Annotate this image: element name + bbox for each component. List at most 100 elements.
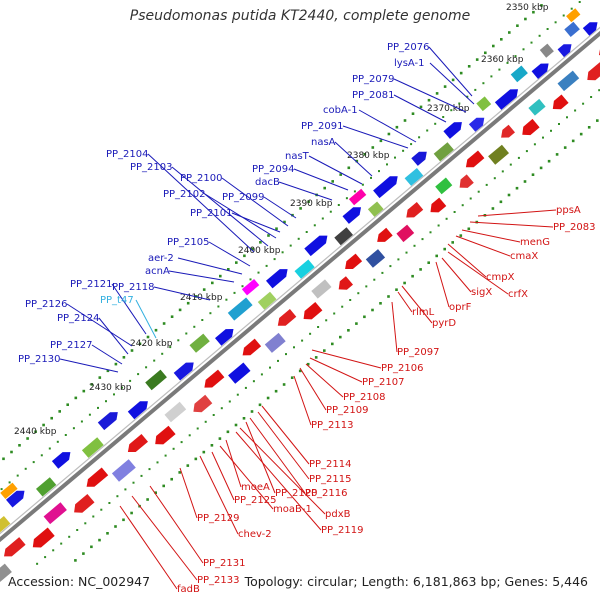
- tick-dot: [100, 508, 103, 511]
- tick-dot: [347, 166, 351, 170]
- forward-gene-label: PP_2124: [57, 313, 100, 324]
- forward-gene-label: PP_2091: [301, 121, 344, 132]
- tick-layer: 2350 kbp 2360 kbp 2370 kbp 2380 kbp 2390 kbp…: [0, 1, 600, 565]
- reverse-gene-label-leader: [261, 405, 310, 465]
- tick-dot: [42, 423, 45, 427]
- tick-dot: [193, 325, 196, 328]
- forward-gene-label: PP_2105: [167, 237, 210, 248]
- tick-dot: [538, 34, 541, 37]
- forward-gene-label-leader: [168, 270, 235, 283]
- forward-gene-label: nasT: [285, 151, 310, 162]
- tick-dot: [180, 441, 183, 444]
- tick-dot: [461, 204, 464, 207]
- tick-dot: [34, 430, 37, 433]
- tick-dot: [60, 542, 63, 545]
- tick-dot: [236, 393, 239, 396]
- reverse-gene-label-leader: [397, 291, 413, 313]
- reverse-gene-label-leader: [199, 455, 239, 535]
- tick-dot: [314, 356, 318, 359]
- reverse-gene-label: PP_2106: [381, 363, 424, 374]
- reverse-gene-label-leader: [219, 445, 274, 510]
- tick-dot: [434, 122, 437, 125]
- tick-dot: [571, 139, 575, 143]
- forward-gene-block: [539, 43, 554, 58]
- tick-dot: [531, 173, 535, 176]
- feature-block: [0, 482, 18, 499]
- reverse-gene-arrow: [204, 369, 225, 388]
- tick-dot: [10, 450, 13, 454]
- tick-dot: [269, 366, 271, 369]
- forward-gene-block: [81, 437, 104, 458]
- tick-dot: [132, 481, 135, 484]
- reverse-gene-arrow: [459, 174, 474, 188]
- tick-dot: [122, 356, 126, 359]
- reverse-gene-arrow: [345, 253, 363, 269]
- tick-dot: [355, 322, 358, 325]
- tick-dot: [289, 244, 292, 247]
- leader-line-layer: [59, 46, 557, 590]
- reverse-gene-label-leader: [447, 251, 509, 295]
- backbone-line: [0, 30, 600, 543]
- tick-dot: [227, 268, 230, 271]
- tick-dot: [540, 4, 543, 7]
- reverse-gene-arrow: [155, 425, 176, 445]
- tick-dot: [185, 332, 188, 335]
- reverse-gene-label: PP_2131: [203, 558, 246, 569]
- tick-dot: [154, 328, 158, 332]
- reverse-gene-label: moeA: [241, 482, 270, 493]
- forward-gene-label: acnA: [145, 266, 170, 277]
- tick-dot: [82, 389, 86, 393]
- tick-dot: [514, 55, 517, 58]
- reverse-gene-label-leader: [179, 467, 198, 519]
- tick-dot: [317, 326, 320, 328]
- reverse-gene-label: PP_2125: [234, 495, 277, 506]
- tick-dot: [201, 319, 204, 321]
- tick-dot: [210, 444, 214, 447]
- tick-dot: [92, 515, 95, 518]
- forward-gene-label-leader: [263, 196, 297, 219]
- reverse-gene-label: oprF: [449, 302, 472, 313]
- rna-gene-label-leader: [135, 299, 157, 339]
- forward-gene-arrow: [51, 452, 71, 469]
- tick-dot: [532, 10, 535, 14]
- forward-gene-label-leader: [98, 317, 129, 355]
- forward-gene-label-leader: [393, 94, 447, 123]
- tick-dot: [378, 170, 380, 173]
- forward-gene-block: [189, 333, 210, 353]
- tick-dot: [88, 413, 91, 416]
- forward-gene-block: [334, 227, 353, 246]
- reverse-gene-label: cmpX: [486, 272, 515, 283]
- tick-dot: [8, 481, 11, 484]
- reverse-gene-label-leader: [245, 421, 276, 494]
- tick-dot: [108, 502, 111, 504]
- tick-dot: [186, 301, 190, 305]
- tick-dot: [507, 193, 511, 197]
- reverse-gene-label: PP_2113: [311, 420, 354, 431]
- tick-dot: [582, 102, 585, 105]
- tick-dot: [427, 98, 431, 102]
- forward-gene-arrow: [557, 44, 572, 58]
- tick-dot: [482, 82, 485, 85]
- tick-dot: [140, 474, 143, 477]
- reverse-gene-arrow: [465, 150, 485, 168]
- tick-dot: [170, 315, 174, 318]
- forward-gene-block: [433, 142, 454, 162]
- tick-dot: [467, 227, 471, 231]
- reverse-gene-label: sigX: [471, 287, 492, 298]
- forward-gene-label: PP_2081: [352, 90, 395, 101]
- kbp-tick-label: 2370 kbp: [427, 104, 470, 114]
- tick-dot: [466, 95, 469, 98]
- tick-dot: [355, 159, 359, 163]
- tick-dot: [484, 51, 487, 55]
- reverse-gene-label-leader: [401, 285, 433, 324]
- kbp-tick-label: 2430 kbp: [89, 383, 132, 393]
- kbp-tick-label: 2420 kbp: [130, 339, 173, 349]
- reverse-gene-label-leader: [235, 431, 322, 531]
- backbone-casing: [0, 23, 600, 544]
- tick-dot: [90, 545, 93, 549]
- tick-dot: [172, 447, 175, 450]
- reverse-gene-label-leader: [447, 243, 487, 278]
- tick-dot: [156, 461, 159, 464]
- tick-dot: [345, 197, 348, 200]
